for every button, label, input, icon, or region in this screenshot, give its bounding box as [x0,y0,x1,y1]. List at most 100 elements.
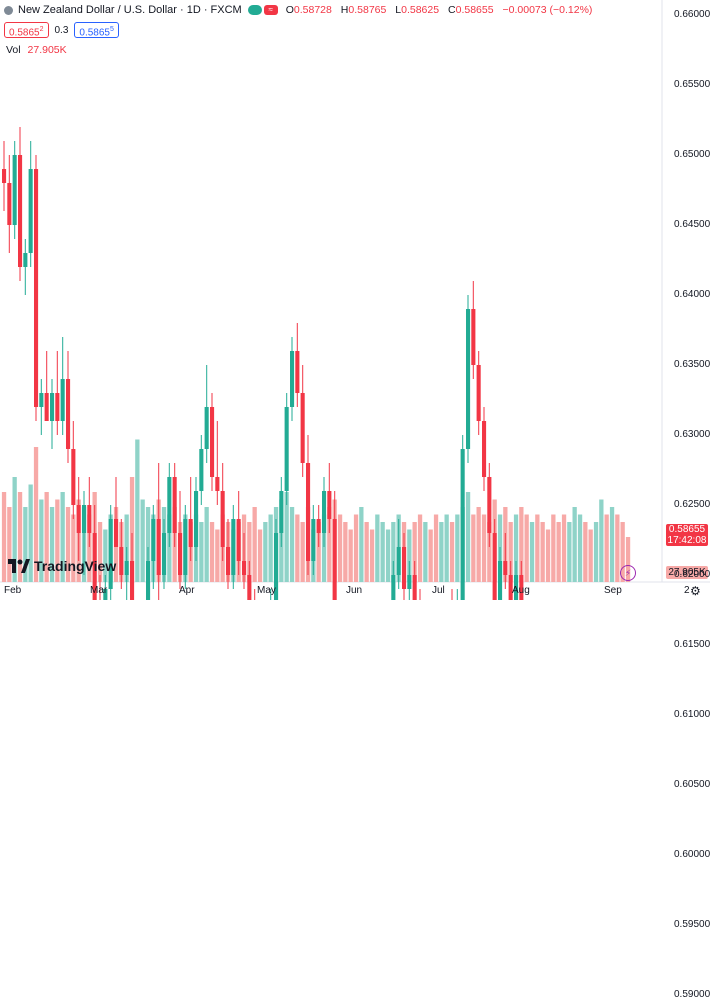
ohlc-open: 0.58728 [293,4,332,16]
ohlc-close: 0.58655 [455,4,494,16]
volume-bar [103,529,108,582]
price-chart[interactable] [0,0,710,600]
candle-body [156,519,161,575]
volume-bar [353,514,359,582]
volume-bar [481,514,487,582]
volume-bar [167,514,172,582]
volume-bar [433,514,439,582]
volume-bar [620,522,625,582]
spread-value: 0.3 [54,24,69,36]
logo-text: TradingView [34,558,117,574]
candle-body [39,393,44,407]
volume-bar [359,507,364,582]
time-tick-label: Jul [432,585,445,596]
candle-body [50,393,55,421]
volume-bar [7,507,12,582]
price-tick-label: 0.65000 [674,149,710,160]
volume-bar [417,514,423,582]
buy-price-sup: 5 [110,26,114,33]
volume-bar [625,537,631,582]
volume-bar [49,507,55,582]
volume-bar [247,522,252,582]
volume-bar [615,514,620,582]
volume-bar [215,529,220,582]
time-tick-label: Mar [90,585,108,596]
sell-button[interactable]: 0.58652 [4,22,49,38]
volume-bar [321,514,327,582]
trade-buttons: 0.58652 0.3 0.58655 [4,22,119,38]
volume-bar [348,529,353,582]
candle-body [130,561,135,600]
ohlc-values: O0.58728 H0.58765 L0.58625 C0.58655 −0.0… [286,4,599,16]
symbol-icon [4,5,13,15]
candle-body [108,519,113,589]
volume-bar [593,522,599,582]
price-tick-label: 0.61500 [674,639,710,650]
eye-icon[interactable] [247,5,262,15]
candle-body [28,169,33,253]
candle-body [146,561,151,600]
candle-body [188,519,193,547]
buy-button[interactable]: 0.58655 [74,22,119,38]
price-tick-label: 0.63000 [674,429,710,440]
candle-body [487,477,492,533]
volume-bar [33,447,39,582]
ohlc-low: 0.58625 [401,4,440,16]
symbol-legend: New Zealand Dollar / U.S. Dollar · 1D · … [4,4,598,16]
candle-body [82,505,87,533]
volume-bar [284,492,289,582]
time-tick-label: Aug [512,585,530,596]
candle-body [460,449,465,600]
volume-bar [44,492,49,582]
volume-bar [583,522,588,582]
candle-body [23,253,28,267]
time-tick-label: May [257,585,276,596]
volume-bar [423,522,428,582]
candle-body [311,519,316,561]
wave-icon[interactable]: ≈ [263,5,278,15]
candle-body [279,491,284,533]
candle-body [172,477,177,533]
volume-bar [513,514,519,582]
volume-bar [375,514,380,582]
lightning-icon[interactable]: ⚡ [620,565,636,581]
volume-bar [572,507,577,582]
volume-bar [407,529,412,582]
candle-body [162,533,167,575]
volume-bar [97,522,103,582]
volume-bar [268,514,273,582]
candle-body [178,533,183,575]
volume-bar [385,529,391,582]
volume-bar [476,507,481,582]
volume-bar [428,529,433,582]
candle-body [119,547,124,575]
volume-legend[interactable]: Vol 27.905K [6,44,67,56]
volume-bar [129,477,135,582]
symbol-title[interactable]: New Zealand Dollar / U.S. Dollar · 1D · … [18,4,242,16]
volume-bar [145,507,151,582]
tradingview-logo[interactable]: TradingView [8,558,116,574]
candle-body [231,519,236,575]
volume-bar [327,507,332,582]
settings-icon[interactable]: ⚙ [690,584,701,598]
ohlc-change: −0.00073 (−0.12%) [502,4,593,16]
candle-body [242,561,247,575]
ohlc-close-key: C [448,4,456,16]
last-price-tag: 0.58655 17:42:08 [666,524,708,546]
candle-body [290,351,295,407]
candle-body [2,169,7,183]
volume-bar [604,514,609,582]
sell-price: 0.5865 [9,27,40,39]
candle-body [236,519,241,561]
candle-body [194,491,199,547]
volume-bar [567,522,572,582]
candle-body [210,407,215,477]
candle-body [300,393,305,463]
candle-body [124,561,129,575]
volume-bar [487,522,492,582]
volume-bar [455,514,460,582]
ohlc-open-key: O [285,4,294,16]
volume-bar [1,492,7,582]
volume-bar [380,522,385,582]
